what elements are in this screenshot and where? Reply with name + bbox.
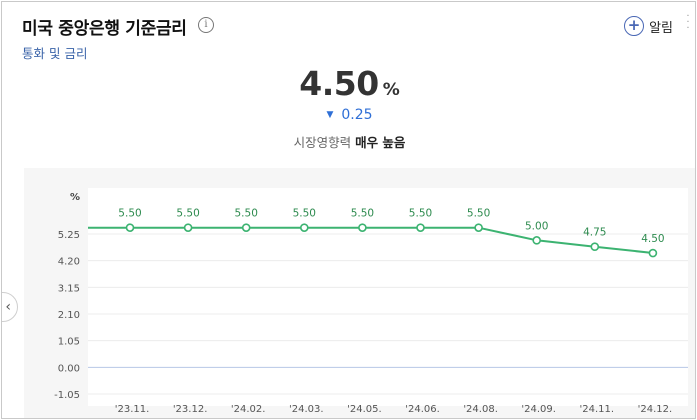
x-tick-label: '24.06. [405,404,440,415]
alarm-button[interactable]: + 알림 [624,14,673,38]
rate-unit: % [382,80,400,100]
page-title: 미국 중앙은행 기준금리 [22,19,187,39]
y-tick-label: 1.05 [58,337,80,348]
data-label: 5.50 [176,208,199,220]
market-impact: 시장영향력 매우 높음 [2,132,695,151]
impact-value: 매우 높음 [355,135,406,150]
data-point [648,248,658,258]
more-vertical-icon[interactable]: · · · [686,11,690,34]
x-tick-label: '23.12. [173,404,208,415]
x-tick-label: '24.09. [521,404,556,415]
data-point [125,223,135,232]
x-tick-label: '24.08. [463,404,498,415]
data-label: 4.75 [583,227,606,239]
data-label: 5.50 [235,208,258,220]
impact-label: 시장영향력 [293,135,352,150]
data-point [241,223,251,232]
x-tick-label: '24.03. [289,404,324,415]
data-point [299,223,309,232]
data-point [416,223,425,232]
data-label: 5.00 [525,220,548,232]
data-label: 5.50 [118,208,141,220]
line-chart: 5.25 4.20 3.15 2.10 1.05 0.00 -1.05% '23.11. '23… [54,188,688,415]
data-label: 4.50 [641,233,664,245]
chevron-left-icon[interactable]: ‹ [2,292,18,322]
data-point [590,242,600,251]
data-label: 5.50 [467,208,490,220]
data-label: 5.50 [409,208,432,220]
data-label: 5.50 [293,208,316,220]
y-tick-label: 4.20 [58,257,80,268]
x-tick-label: '23.11. [115,404,150,415]
x-tick-label: '24.11. [580,404,615,415]
x-tick-label: '24.12. [638,404,673,415]
y-tick-label: 0.00 [58,363,80,374]
x-tick-label: '24.02. [231,404,266,415]
data-point [183,223,193,232]
y-tick-label: 2.10 [58,310,80,321]
change-indicator: ▼ 0.25 [2,107,695,123]
category-label[interactable]: 통화 및 금리 [22,46,88,61]
y-axis-unit: % [70,192,80,203]
y-tick-label: 5.25 [58,230,80,241]
change-value: 0.25 [341,107,373,123]
chart-area: 5.25 4.20 3.15 2.10 1.05 0.00 -1.05% '23.11. '23… [24,168,695,418]
plot-background [88,188,688,406]
y-tick-label: 3.15 [58,283,80,294]
data-point [358,223,367,232]
plus-circle-icon: + [624,16,645,36]
alarm-label: 알림 [649,20,673,36]
data-label: 5.50 [351,208,374,220]
rate-value: 4.50 [299,64,379,103]
down-arrow-icon: ▼ [326,110,334,120]
x-tick-label: '24.05. [347,404,382,415]
data-point [474,223,483,232]
current-value: 4.50% [2,64,695,103]
data-point [532,236,542,245]
info-icon[interactable]: i [198,17,214,33]
y-tick-label: -1.05 [54,390,80,401]
